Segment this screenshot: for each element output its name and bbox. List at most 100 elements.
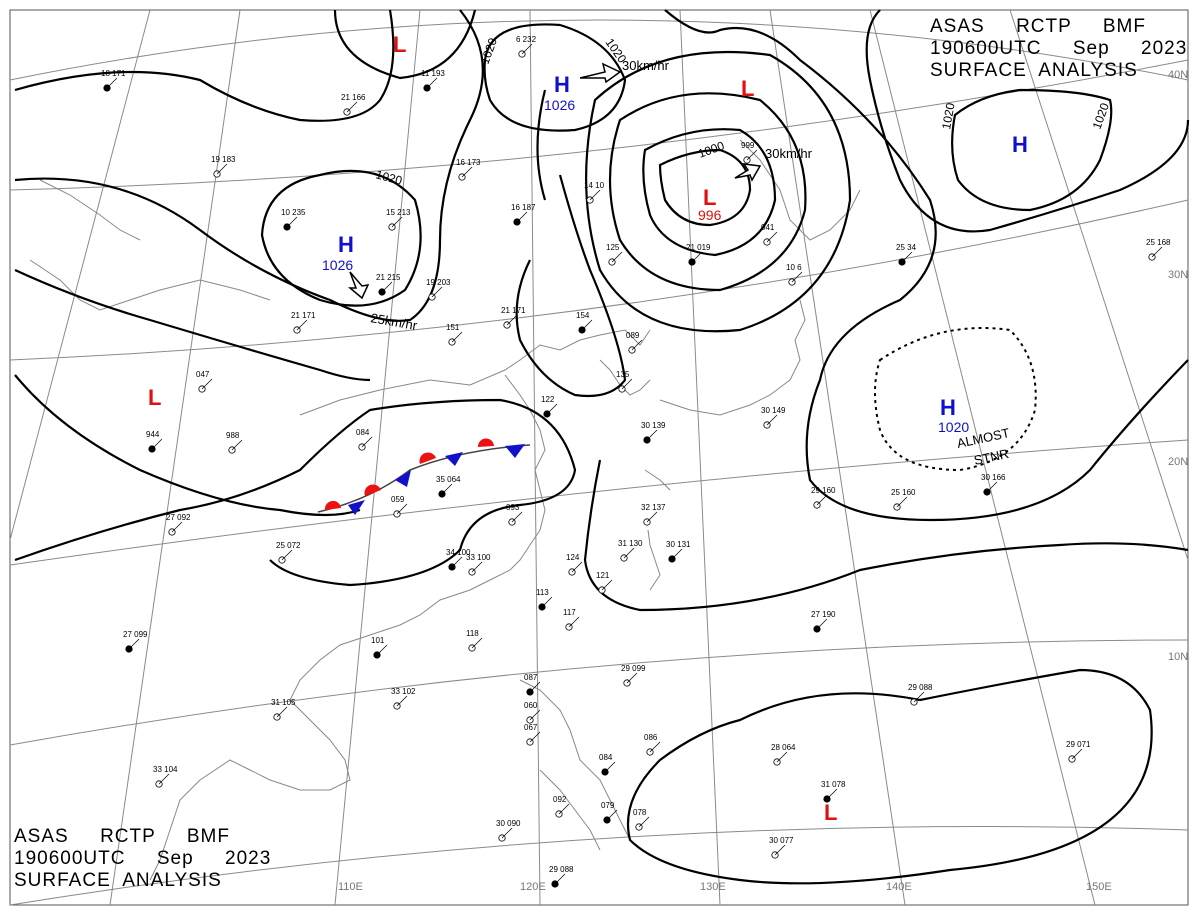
low-center: L [824, 800, 837, 825]
station-value: 30 131 [666, 540, 691, 549]
dotted-isobar [874, 327, 1037, 472]
station-value: 29 071 [1066, 740, 1091, 749]
station-value: 21 019 [686, 243, 711, 252]
station-plot: 25 34 [896, 243, 917, 266]
isobar [14, 269, 371, 382]
wind-barb [791, 271, 803, 283]
station-value: 21 215 [376, 273, 401, 282]
station-plot: 6 232 [516, 35, 537, 58]
station-value: 25 160 [891, 488, 916, 497]
wind-barb [901, 251, 913, 263]
station-value: 16 187 [511, 203, 536, 212]
wind-barb [276, 706, 288, 718]
station-value: 19 203 [426, 278, 451, 287]
station-plot: 060 [524, 701, 541, 724]
station-plot: 21 166 [341, 93, 366, 116]
station-plot: 31 105 [271, 698, 296, 721]
station-value: 087 [524, 673, 538, 682]
station-value: 084 [599, 753, 613, 762]
station-plot: 135 [616, 370, 633, 393]
station-value: 16 173 [456, 158, 481, 167]
station-plot: 999 [741, 141, 758, 164]
wind-barb [128, 638, 140, 650]
wind-barb [554, 873, 566, 885]
wind-barb [913, 691, 925, 703]
cold-front-symbol [505, 444, 525, 458]
station-plot: 30 149 [761, 406, 786, 429]
isobar [14, 398, 577, 587]
station-plot: 122 [541, 395, 558, 418]
station-plot: 25 160 [891, 488, 916, 511]
lat-label: 20N [1168, 456, 1188, 468]
header-bottom-line: SURFACE ANALYSIS [14, 870, 222, 891]
station-plot: 25 072 [276, 541, 301, 564]
lon-label: 150E [1086, 881, 1112, 893]
station-plot: 15 213 [386, 208, 411, 231]
wind-barb [626, 672, 638, 684]
station-plot: 988 [226, 431, 243, 454]
header-bottom: ASAS RCTP BMF 190600UTC Sep 2023 SURFACE… [14, 826, 271, 892]
header-bottom-line: ASAS RCTP BMF [14, 826, 230, 847]
station-plot: 121 [596, 571, 613, 594]
lat-label: 10N [1168, 651, 1188, 663]
station-plot: 28 064 [771, 743, 796, 766]
station-value: 117 [563, 608, 576, 617]
station-plot: 078 [633, 808, 650, 831]
station-plot: 18 171 [101, 69, 126, 92]
motion-arrow [579, 62, 622, 84]
wind-barb [296, 319, 308, 331]
wind-barb [816, 618, 828, 630]
station-value: 154 [576, 311, 590, 320]
station-value: 35 064 [436, 475, 461, 484]
station-plots: 18 171 21 166 19 183 10 235 15 213 21 171 11 1… [101, 35, 1171, 888]
station-plot: 30 077 [769, 836, 794, 859]
motion-label: 30km/hr [622, 58, 670, 73]
wind-barb [606, 809, 618, 821]
station-value: 118 [466, 629, 479, 638]
isobar [14, 9, 484, 322]
station-value: 999 [741, 141, 755, 150]
wind-barb [529, 709, 541, 721]
wind-barb [396, 695, 408, 707]
station-plot: 944 [146, 430, 163, 453]
station-value: 14 10 [584, 181, 605, 190]
station-value: 21 166 [341, 93, 366, 102]
station-value: 32 137 [641, 503, 666, 512]
station-value: 29 160 [811, 486, 836, 495]
station-value: 086 [644, 733, 658, 742]
wind-barb [471, 637, 483, 649]
wind-barb [396, 503, 408, 515]
isobar [608, 92, 807, 292]
station-plot: 21 171 [291, 311, 316, 334]
wind-barb [471, 561, 483, 573]
station-plot: 30 090 [496, 819, 521, 842]
wind-barb [816, 494, 828, 506]
station-plot: 19 183 [211, 155, 236, 178]
station-value: 10 6 [786, 263, 802, 272]
low-center: L [703, 185, 716, 210]
station-value: 135 [616, 370, 630, 379]
lon-label: 130E [700, 881, 726, 893]
wind-barb [558, 803, 570, 815]
wind-barb [646, 429, 658, 441]
lon-label: 140E [886, 881, 912, 893]
station-plot: 29 160 [811, 486, 836, 509]
wind-barb [541, 596, 553, 608]
station-plot: 14 10 [584, 181, 605, 204]
wind-barb [346, 101, 358, 113]
wind-barb [391, 216, 403, 228]
station-plot: 151 [446, 323, 463, 346]
isobar [642, 128, 777, 257]
wind-barb [631, 339, 643, 351]
wind-barb [171, 521, 183, 533]
wind-barb [516, 211, 528, 223]
station-plot: 089 [626, 331, 643, 354]
wind-barb [774, 844, 786, 856]
station-value: 041 [761, 223, 775, 232]
station-plot: 086 [644, 733, 661, 756]
station-value: 33 102 [391, 687, 416, 696]
wind-barb [231, 439, 243, 451]
station-value: 067 [524, 723, 538, 732]
station-value: 093 [506, 503, 520, 512]
station-plot: 041 [761, 223, 778, 246]
